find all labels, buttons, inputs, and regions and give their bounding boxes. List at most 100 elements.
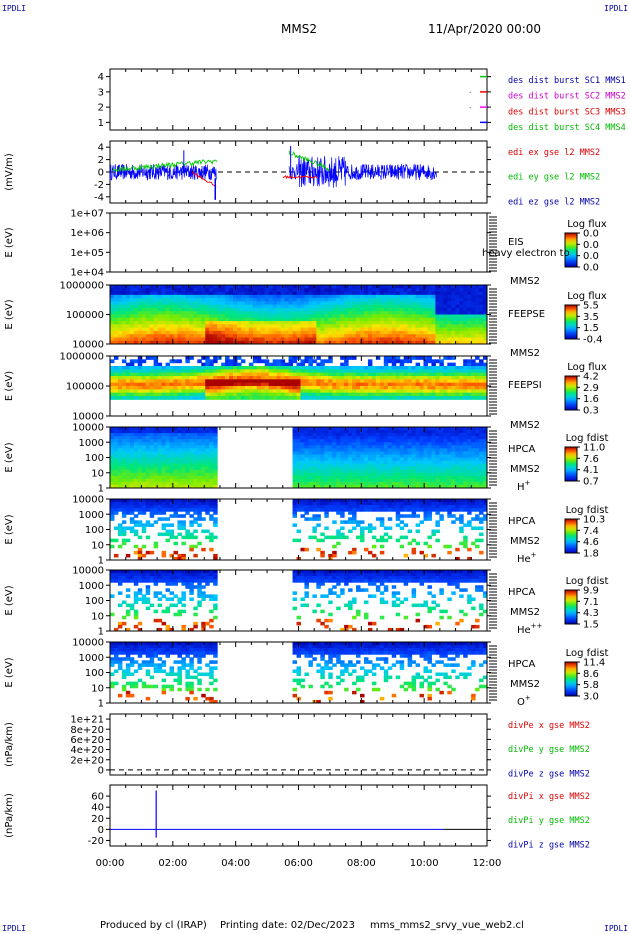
y-tick-label: 1e+21 [70, 715, 104, 726]
x-tick-label: 08:00 [347, 858, 376, 869]
x-tick-label: 00:00 [96, 858, 125, 869]
instrument-label: HPCA [508, 444, 536, 455]
legend-entry: des dist burst SC3 MMS3 [508, 107, 626, 117]
x-tick-label: 04:00 [221, 858, 250, 869]
y-tick-label: 100000 [66, 382, 104, 393]
y-tick-label: -4 [94, 192, 104, 203]
instrument-label: FEEPSE [508, 309, 545, 320]
y-tick-label: 1 [98, 118, 104, 129]
colorbar-tick-label: 0.0 [583, 263, 599, 274]
y-tick-label: 10000 [72, 495, 104, 506]
colorbar-tick-label: 11.4 [583, 658, 605, 669]
colorbar-tick-label: -0.4 [583, 335, 603, 346]
legend-entry: edi ey gse l2 MMS2 [508, 173, 600, 183]
y-tick-label: 8e+20 [70, 725, 104, 736]
panel-frame-9 [109, 713, 488, 776]
colorbar-tick-label: 0.7 [583, 477, 599, 488]
colorbar-tick-label: 11.0 [583, 443, 605, 454]
y-axis-label: E (eV) [4, 657, 15, 687]
species-label: He++ [517, 622, 543, 636]
colorbar [564, 232, 578, 268]
y-tick-label: 100 [85, 668, 104, 679]
spacecraft-label: MMS2 [510, 679, 540, 690]
footer-filename: mms_mms2_srvy_vue_web2.cl [370, 920, 524, 931]
colorbar-tick-label: 4.6 [583, 537, 599, 548]
colorbar-tick-label: 3.5 [583, 312, 599, 323]
colorbar-tick-label: 4.2 [583, 372, 599, 383]
y-tick-label: 1 [98, 484, 104, 495]
legend-entry: divPe z gse MMS2 [508, 769, 590, 779]
legend-entry: divPe x gse MMS2 [508, 721, 590, 731]
x-tick-label: 06:00 [284, 858, 313, 869]
y-tick-label: 4 [98, 143, 104, 154]
instrument-label: HPCA [508, 587, 536, 598]
instrument-label: HPCA [508, 659, 536, 670]
y-tick-label: 1e+06 [70, 228, 104, 239]
colorbar-tick-label: 1.5 [583, 323, 599, 334]
panel-frame-0 [109, 68, 488, 131]
colorbar-tick-label: 5.5 [583, 301, 599, 312]
y-axis-label: (nPa/km) [4, 793, 15, 838]
y-tick-label: 1000000 [59, 352, 104, 363]
colorbar [564, 446, 578, 482]
y-tick-label: 1e+05 [70, 248, 104, 259]
y-tick-label: 100 [85, 525, 104, 536]
legend-entry: edi ex gse l2 MMS2 [508, 148, 600, 158]
y-tick-label: -2 [94, 180, 104, 191]
y-tick-label: 1000 [79, 581, 104, 592]
y-tick-label: 3 [98, 87, 104, 98]
colorbar-tick-label: 0.3 [583, 406, 599, 417]
colorbar [564, 375, 578, 411]
spectrogram-hpca_hepp [110, 570, 488, 632]
legend-entry: des dist burst SC4 MMS4 [508, 123, 626, 133]
colorbar-tick-label: 2.9 [583, 383, 599, 394]
y-tick-label: 40 [91, 803, 104, 814]
colorbar [564, 304, 578, 340]
legend-entry: divPi z gse MMS2 [508, 840, 590, 850]
species-label: H+ [517, 479, 531, 493]
y-axis-label: E (eV) [4, 227, 15, 257]
colorbar-tick-label: 1.5 [583, 620, 599, 631]
colorbar-tick-label: 0.0 [583, 240, 599, 251]
colorbar-title: Log fdist [566, 576, 609, 587]
y-tick-label: 1 [98, 699, 104, 710]
y-tick-label: 1e+07 [70, 209, 104, 220]
y-tick-label: 10000 [72, 423, 104, 434]
colorbar-tick-label: 3.0 [583, 692, 599, 703]
y-tick-label: 1000 [79, 510, 104, 521]
instrument-label: FEEPSI [508, 380, 542, 391]
y-tick-label: 2e+20 [70, 755, 104, 766]
x-tick-label: 02:00 [158, 858, 187, 869]
y-axis-label: E (eV) [4, 299, 15, 329]
y-axis-label: E (eV) [4, 585, 15, 615]
species-charge: + [531, 551, 537, 559]
y-tick-label: 2 [98, 103, 104, 114]
overlay-label: heavy electron to [482, 248, 570, 259]
y-axis-label: (mV/m) [4, 153, 15, 191]
edi-ey-trace [288, 150, 330, 172]
colorbar-tick-label: 9.9 [583, 586, 599, 597]
instrument-label: HPCA [508, 516, 536, 527]
legend-entry: des dist burst SC1 MMS1 [508, 76, 626, 86]
burst-dot [469, 91, 471, 93]
y-axis-label: E (eV) [4, 442, 15, 472]
colorbar-tick-label: 1.8 [583, 549, 599, 560]
spectrogram-feepse [110, 285, 488, 345]
y-axis-label: (nPa/km) [4, 722, 15, 767]
edi-ey-trace [112, 159, 218, 174]
edi-ex-trace [282, 174, 318, 180]
y-tick-label: 10000 [72, 566, 104, 577]
colorbar-tick-label: 4.1 [583, 465, 599, 476]
y-tick-label: 2 [98, 155, 104, 166]
corner-label-top-left: IPDLI [2, 4, 27, 13]
y-tick-label: 0 [98, 765, 104, 776]
y-tick-label: 10 [91, 683, 104, 694]
spacecraft-label: MMS2 [510, 348, 540, 359]
y-tick-label: 1 [98, 556, 104, 567]
y-tick-label: 60 [91, 792, 104, 803]
y-tick-label: 4 [98, 72, 104, 83]
y-tick-label: 100 [85, 453, 104, 464]
legend-entry: divPe y gse MMS2 [508, 745, 590, 755]
species-charge: ++ [531, 622, 543, 630]
